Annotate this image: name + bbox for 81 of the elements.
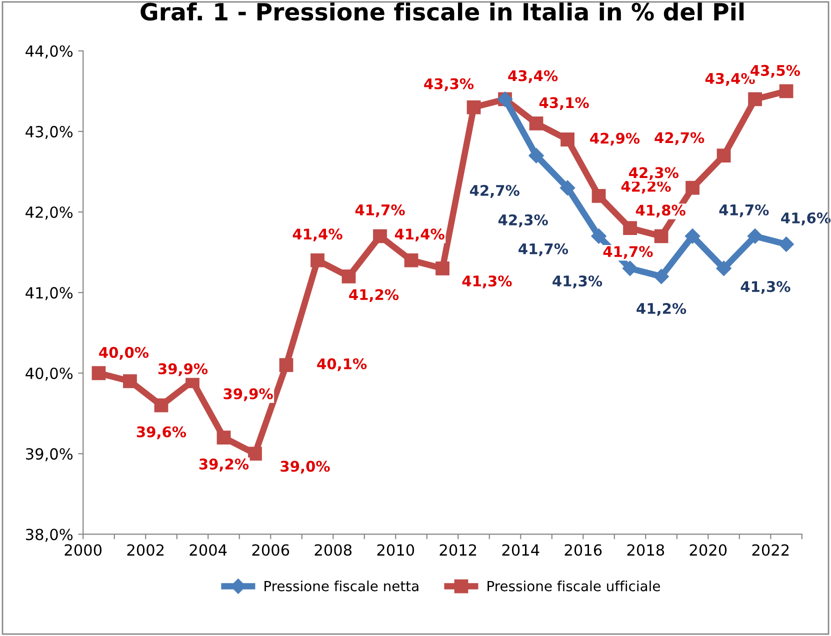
chart-title: Graf. 1 - Pressione fiscale in Italia in % del Pil: [140, 2, 744, 21]
y-tick-label: 43,0%: [26, 126, 73, 140]
data-label: 41,7%: [355, 204, 405, 218]
data-label: 39,9%: [158, 363, 208, 376]
legend-label: Pressione fiscale netta: [264, 580, 418, 592]
x-tick-label: 2008: [314, 544, 352, 556]
data-label: 43,1%: [539, 97, 589, 110]
point: [716, 260, 732, 276]
y-tick-label: 42,0%: [26, 206, 73, 220]
data-label: 41,4%: [394, 228, 444, 242]
x-tick-label: 2022: [752, 544, 789, 556]
point: [279, 358, 294, 372]
y-tick-label: 38,0%: [26, 528, 73, 542]
data-label: 42,3%: [498, 214, 548, 228]
legend-label: Pressione fiscale ufficiale: [488, 580, 660, 592]
point: [529, 116, 544, 130]
point: [528, 148, 544, 164]
data-label: 41,4%: [292, 228, 342, 242]
data-label: 42,7%: [470, 184, 520, 198]
data-label: 41,3%: [740, 281, 790, 294]
point: [373, 229, 387, 244]
data-label: 43,4%: [508, 70, 558, 84]
point: [123, 374, 137, 388]
x-tick-label: 2016: [564, 544, 602, 556]
x-tick-label: 2018: [627, 544, 664, 556]
point: [778, 236, 794, 252]
x-tick-label: 2012: [440, 544, 476, 556]
data-label: 41,3%: [462, 275, 512, 288]
point: [404, 253, 418, 268]
point: [154, 398, 168, 412]
point: [591, 228, 606, 244]
point: [654, 268, 669, 284]
data-label: 43,3%: [424, 78, 474, 92]
x-tick-label: 2002: [127, 544, 164, 556]
data-label: 42,9%: [590, 132, 640, 146]
data-label: 39,6%: [136, 426, 186, 440]
point: [310, 253, 324, 268]
point: [592, 188, 606, 203]
point: [216, 430, 231, 445]
data-label: 39,0%: [280, 460, 330, 474]
point: [560, 180, 576, 196]
data-label: 41,3%: [552, 275, 602, 288]
point: [654, 229, 668, 244]
point: [622, 260, 638, 276]
y-tick-label: 40,0%: [26, 368, 73, 381]
point: [560, 132, 574, 146]
point: [779, 84, 794, 98]
data-label: 42,2%: [621, 180, 671, 194]
point: [686, 180, 700, 195]
data-label: 41,8%: [636, 204, 686, 218]
point: [248, 446, 262, 461]
point: [748, 92, 762, 106]
x-tick-label: 2000: [64, 544, 102, 556]
y-tick-label: 41,0%: [26, 287, 73, 300]
point: [342, 270, 356, 284]
data-label: 39,2%: [199, 458, 249, 472]
data-label: 40,1%: [317, 358, 367, 372]
x-tick-label: 2006: [252, 544, 290, 556]
data-label: 41,7%: [518, 243, 568, 256]
y-tick-label: 39,0%: [26, 448, 73, 462]
point: [92, 366, 106, 380]
data-label: 41,7%: [719, 204, 769, 218]
data-label: 41,2%: [349, 289, 399, 302]
y-tick-label: 44,0%: [26, 45, 73, 58]
data-label: 41,6%: [781, 212, 831, 226]
x-tick-label: 2014: [502, 544, 540, 556]
point: [623, 221, 637, 236]
data-label: 40,0%: [99, 346, 149, 360]
data-label: 42,7%: [654, 132, 704, 146]
point: [684, 228, 700, 244]
x-tick-label: 2004: [190, 544, 227, 556]
data-label: 41,2%: [636, 302, 686, 316]
point: [747, 228, 763, 244]
data-label: 39,9%: [224, 388, 273, 402]
x-tick-label: 2010: [377, 544, 414, 556]
data-label: 41,7%: [603, 246, 653, 259]
point: [466, 100, 481, 114]
x-tick-label: 2020: [690, 544, 727, 556]
point: [716, 148, 731, 163]
point: [436, 261, 450, 276]
data-label: 42,3%: [629, 167, 678, 180]
